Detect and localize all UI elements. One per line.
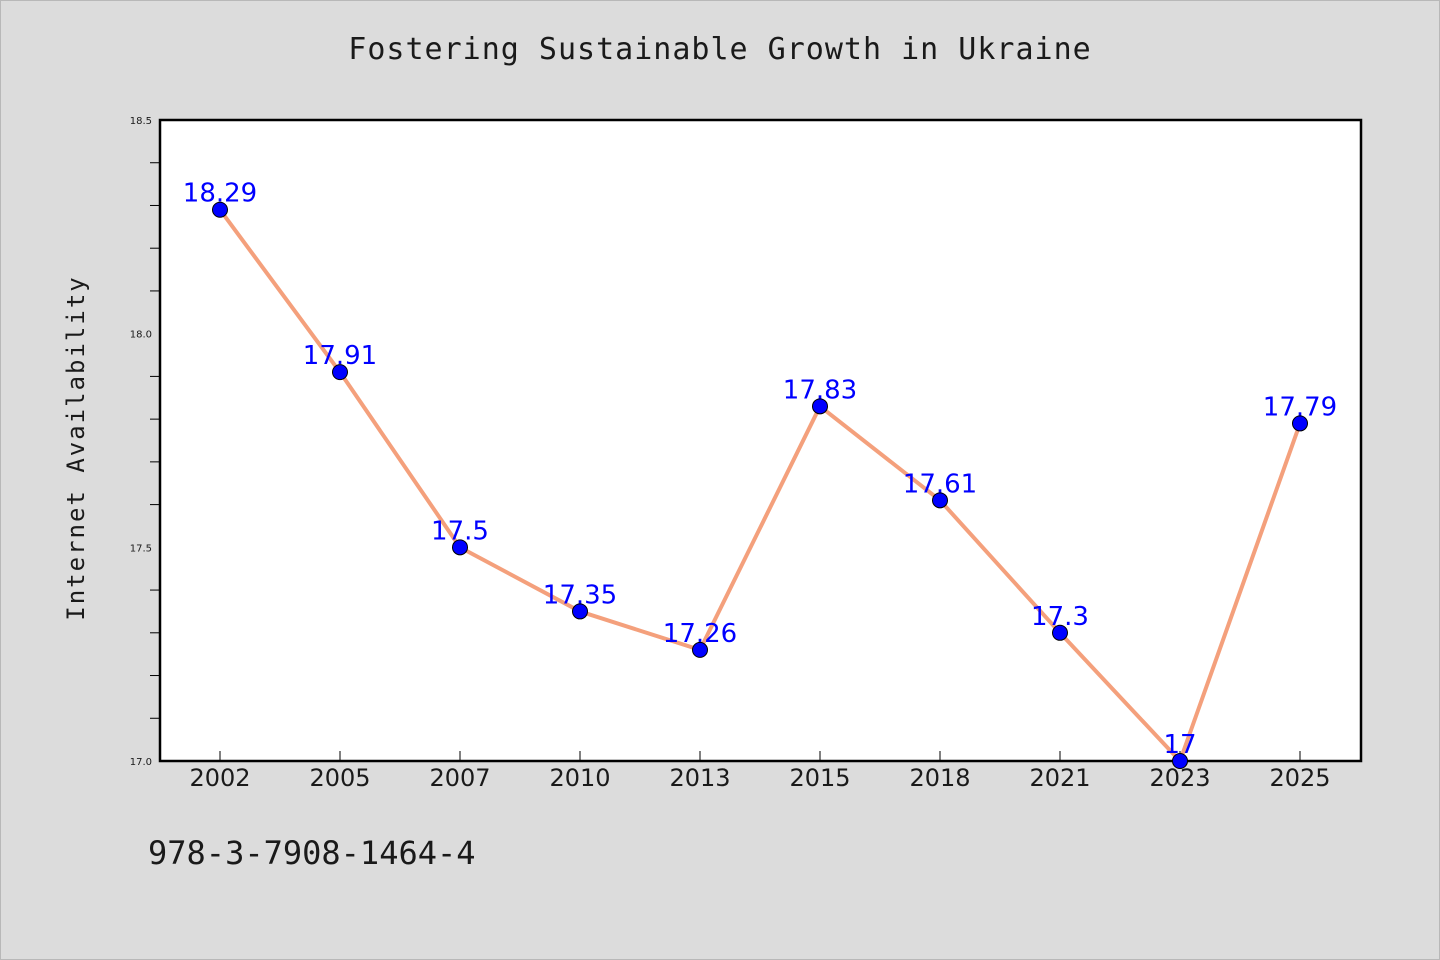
data-point [1172,753,1188,769]
isbn-text: 978-3-7908-1464-4 [148,834,476,872]
y-tick-label: 17.5 [130,543,152,554]
chart-title: Fostering Sustainable Growth in Ukraine [348,32,1092,67]
x-tick-label: 2018 [909,764,970,792]
plot-area [158,118,1363,763]
data-label: 17 [1163,730,1196,760]
x-tick-label: 2015 [789,764,850,792]
data-label: 17.3 [1031,602,1089,632]
x-tick-label: 2005 [309,764,370,792]
x-tick-label: 2002 [189,764,250,792]
data-label: 17.61 [903,469,977,499]
data-point [452,539,468,556]
data-label: 17.91 [303,341,377,371]
x-tick-label: 2010 [549,764,610,792]
y-tick-label: 17.0 [130,757,152,768]
data-label: 17.83 [783,375,857,405]
data-point [932,492,948,509]
data-point [812,398,828,415]
x-tick-label: 2025 [1269,764,1330,792]
data-label: 17.5 [431,516,489,546]
data-label: 18.29 [183,179,257,209]
data-point [1052,624,1068,641]
x-tick-label: 2007 [429,764,490,792]
data-label: 17.26 [663,619,737,649]
data-labels: 18.29 17.91 17.5 17.35 17.26 17.83 17.61 17.3 17… [183,179,1337,760]
data-point [212,201,228,218]
data-markers [212,201,1308,769]
data-label: 17.35 [543,580,617,610]
x-tick-label: 2021 [1029,764,1090,792]
data-label: 17.79 [1263,392,1337,422]
x-tick-label: 2013 [669,764,730,792]
y-axis: 17.0 17.5 18.0 18.5 [130,116,160,768]
y-tick-label: 18.0 [130,330,152,341]
data-point [692,641,708,658]
y-tick-label: 18.5 [130,116,152,127]
data-point [572,603,588,620]
series-line [218,208,1302,763]
data-point [332,364,348,381]
data-point [1292,415,1308,432]
